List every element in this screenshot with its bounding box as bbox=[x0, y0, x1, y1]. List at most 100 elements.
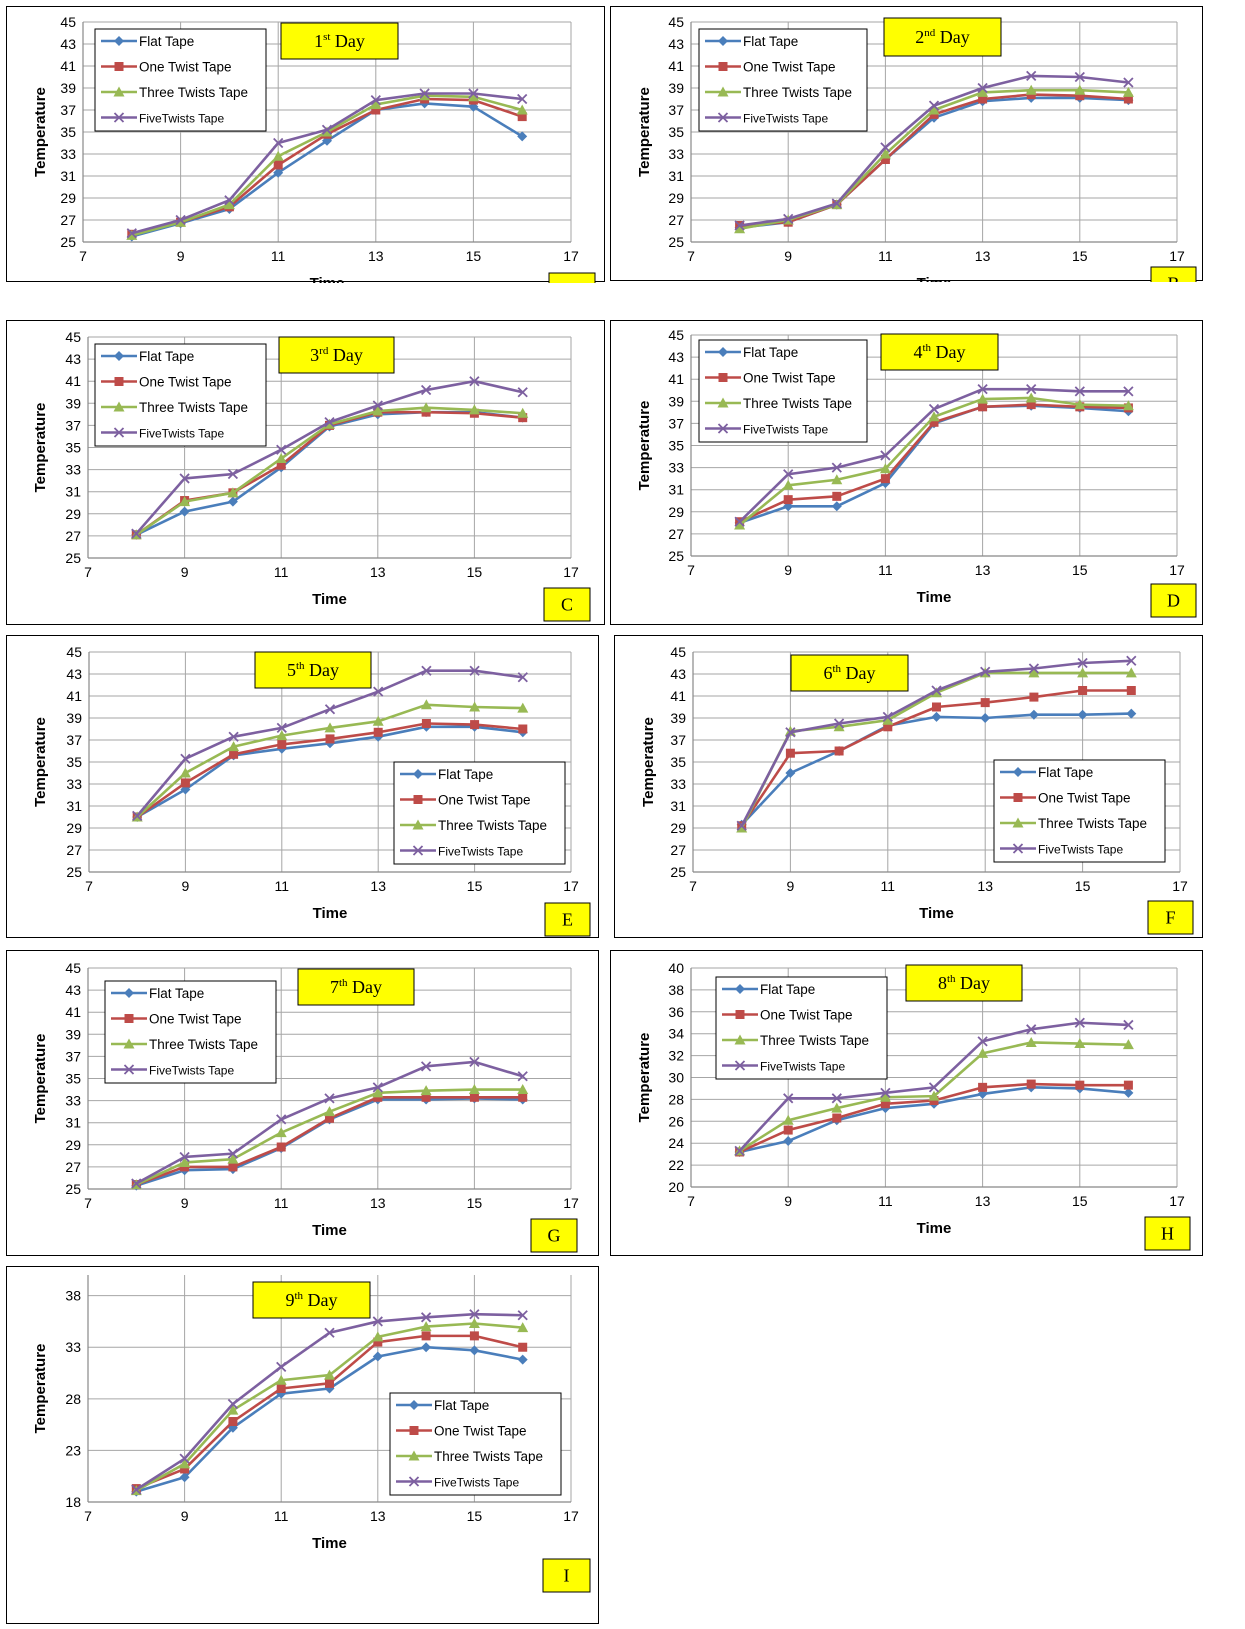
legend-marker-flat-tape bbox=[718, 36, 728, 46]
data-point-three-twists-tape bbox=[276, 730, 288, 741]
data-point-five-twists-tape bbox=[1077, 657, 1088, 669]
data-point-three-twists-tape bbox=[1025, 1036, 1037, 1047]
legend-marker-one-twist-tape bbox=[718, 373, 728, 382]
data-point-flat-tape bbox=[372, 1351, 383, 1362]
data-point-three-twists-tape bbox=[734, 519, 746, 530]
x-tick-label: 7 bbox=[84, 1195, 92, 1211]
legend-label-one-twist-tape: One Twist Tape bbox=[743, 371, 836, 386]
y-tick-label: 25 bbox=[66, 864, 82, 880]
panel-letter-box bbox=[548, 272, 596, 283]
x-axis-title: Time bbox=[917, 1220, 952, 1237]
chart-panel-b: 25 27 29 31 33 35 37 39 41 43 45 7 9 11 13 15 17 Time Temp… bbox=[610, 6, 1203, 282]
legend-marker-five-twists-tape bbox=[412, 845, 424, 856]
data-point-three-twists-tape bbox=[420, 1085, 432, 1096]
y-tick-label: 45 bbox=[668, 327, 684, 343]
data-point-one-twist-tape bbox=[325, 1113, 334, 1123]
data-point-three-twists-tape bbox=[879, 463, 891, 474]
x-tick-label: 13 bbox=[975, 562, 991, 578]
x-tick-label: 11 bbox=[878, 1193, 893, 1209]
y-tick-label: 37 bbox=[668, 102, 684, 118]
data-point-one-twist-tape bbox=[180, 1464, 190, 1474]
legend-label-five-twists-tape: FiveTwists Tape bbox=[149, 1064, 234, 1078]
y-tick-label: 20 bbox=[668, 1179, 684, 1195]
chart-title: 7th Day bbox=[330, 977, 382, 997]
legend-label-flat-tape: Flat Tape bbox=[139, 349, 194, 364]
y-tick-label: 37 bbox=[65, 417, 81, 433]
y-tick-label: 28 bbox=[65, 1391, 81, 1407]
legend-marker-five-twists-tape bbox=[113, 427, 125, 438]
data-point-one-twist-tape bbox=[276, 1142, 286, 1152]
data-point-one-twist-tape bbox=[373, 727, 383, 737]
data-point-flat-tape bbox=[276, 1388, 287, 1399]
legend-label-one-twist-tape: One Twist Tape bbox=[139, 375, 232, 390]
data-point-five-twists-tape bbox=[131, 1484, 142, 1495]
data-point-five-twists-tape bbox=[831, 1093, 842, 1104]
y-tick-label: 29 bbox=[66, 820, 82, 836]
x-tick-label: 15 bbox=[1072, 1193, 1088, 1209]
y-tick-label: 37 bbox=[668, 415, 684, 431]
chart-title: 1st Day bbox=[314, 31, 365, 51]
chart-panel-d: 25 27 29 31 33 35 37 39 41 43 45 7 9 11 13 15 17 Time Temp… bbox=[610, 320, 1203, 625]
y-tick-label: 39 bbox=[65, 395, 81, 411]
data-point-five-twists-tape bbox=[1123, 1019, 1134, 1031]
data-point-five-twists-tape bbox=[783, 213, 794, 225]
data-point-three-twists-tape bbox=[370, 99, 382, 109]
data-point-five-twists-tape bbox=[276, 1361, 287, 1372]
data-point-five-twists-tape bbox=[928, 1082, 940, 1093]
y-tick-label: 33 bbox=[65, 462, 81, 478]
chart-panel-h: 20 22 24 26 28 30 32 34 36 38 40 7 9 11 13 15 17 Time Temp… bbox=[610, 950, 1203, 1256]
legend-label-three-twists-tape: Three Twists Tape bbox=[149, 1037, 258, 1052]
y-tick-label: 25 bbox=[670, 864, 686, 880]
data-point-five-twists-tape bbox=[1123, 386, 1134, 397]
panel-letter-box bbox=[530, 1218, 578, 1253]
y-tick-label: 40 bbox=[668, 960, 684, 976]
legend-marker-three-twists-tape bbox=[408, 1450, 420, 1461]
y-tick-label: 41 bbox=[65, 373, 81, 389]
title-box bbox=[883, 17, 1002, 57]
y-tick-label: 18 bbox=[65, 1494, 81, 1510]
data-point-five-twists-tape bbox=[420, 1061, 432, 1072]
y-tick-label: 41 bbox=[668, 371, 684, 387]
y-tick-label: 27 bbox=[66, 842, 82, 858]
data-point-three-twists-tape bbox=[179, 767, 191, 778]
panel-letter: G bbox=[548, 1226, 561, 1246]
data-point-three-twists-tape bbox=[784, 725, 796, 736]
data-point-one-twist-tape bbox=[518, 1342, 528, 1352]
data-point-one-twist-tape bbox=[1026, 400, 1036, 410]
data-point-flat-tape bbox=[227, 496, 238, 507]
y-tick-label: 39 bbox=[670, 710, 686, 726]
data-point-five-twists-tape bbox=[468, 88, 479, 99]
x-tick-label: 17 bbox=[1169, 248, 1185, 264]
x-tick-label: 9 bbox=[181, 1195, 189, 1211]
data-point-one-twist-tape bbox=[783, 1125, 793, 1135]
data-point-three-twists-tape bbox=[468, 1317, 480, 1328]
title-box bbox=[297, 968, 415, 1006]
data-point-three-twists-tape bbox=[228, 741, 240, 752]
data-point-one-twist-tape bbox=[978, 94, 988, 104]
data-point-flat-tape bbox=[831, 501, 842, 512]
y-tick-label: 27 bbox=[65, 528, 81, 544]
legend-label-flat-tape: Flat Tape bbox=[1038, 765, 1093, 780]
data-point-five-twists-tape bbox=[372, 1316, 383, 1327]
legend-marker-flat-tape bbox=[413, 769, 423, 779]
legend-label-three-twists-tape: Three Twists Tape bbox=[743, 85, 852, 100]
legend-marker-one-twist-tape bbox=[409, 1426, 419, 1435]
chart-title: 9th Day bbox=[285, 1290, 337, 1310]
y-axis-title: Temperature bbox=[32, 1034, 49, 1124]
y-tick-label: 22 bbox=[668, 1157, 684, 1173]
data-point-three-twists-tape bbox=[223, 199, 235, 210]
chart-title: 5th Day bbox=[287, 660, 339, 680]
data-point-one-twist-tape bbox=[832, 1113, 842, 1123]
y-axis-title: Temperature bbox=[32, 403, 49, 493]
legend-marker-one-twist-tape bbox=[114, 62, 124, 71]
panel-letter: E bbox=[562, 910, 573, 930]
panel-letter-box bbox=[1144, 1216, 1191, 1251]
data-point-one-twist-tape bbox=[469, 1092, 479, 1102]
data-point-five-twists-tape bbox=[831, 462, 842, 473]
data-point-one-twist-tape bbox=[980, 698, 990, 708]
data-point-three-twists-tape bbox=[321, 126, 333, 137]
data-point-one-twist-tape bbox=[228, 1162, 238, 1172]
data-point-one-twist-tape bbox=[929, 417, 939, 427]
legend-marker-flat-tape bbox=[735, 984, 745, 994]
data-point-three-twists-tape bbox=[879, 1091, 891, 1102]
